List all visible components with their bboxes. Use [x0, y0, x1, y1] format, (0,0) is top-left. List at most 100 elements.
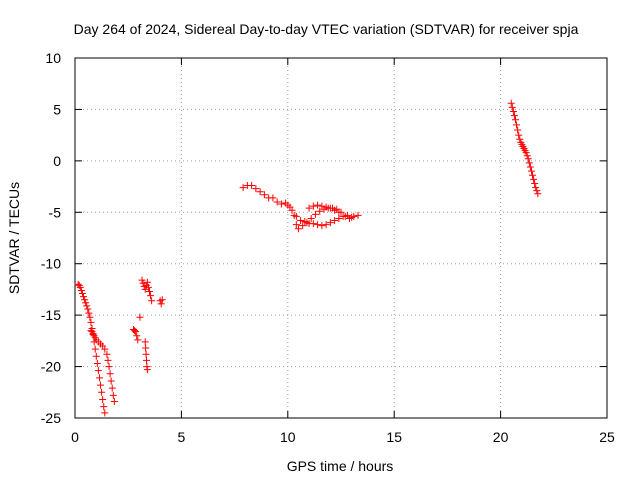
data-point [104, 356, 112, 364]
data-point [534, 190, 542, 198]
data-point [297, 217, 305, 225]
data-point [93, 359, 101, 367]
y-tick-label: -5 [49, 204, 62, 220]
data-point [299, 222, 307, 230]
data-point [318, 202, 326, 210]
data-point [335, 214, 343, 222]
data-point [98, 388, 106, 396]
data-point [142, 350, 150, 358]
data-point [331, 206, 339, 214]
data-point [301, 218, 309, 226]
data-point [524, 155, 532, 163]
data-point [343, 211, 351, 219]
data-point [131, 327, 139, 335]
data-point [348, 213, 356, 221]
data-point [530, 175, 538, 183]
data-point [277, 200, 285, 208]
data-point [85, 309, 93, 317]
y-tick-label: -20 [41, 359, 61, 375]
data-point [78, 290, 86, 298]
data-point [531, 179, 539, 187]
y-tick-label: 10 [45, 50, 61, 66]
x-tick-label: 25 [599, 429, 615, 445]
x-axis-label: GPS time / hours [287, 458, 394, 474]
data-point [284, 201, 292, 209]
data-point [87, 318, 95, 326]
data-point [99, 395, 107, 403]
y-axis-label: SDTVAR / TECUs [6, 182, 22, 294]
data-point [309, 202, 317, 210]
data-point [305, 204, 313, 212]
chart-title: Day 264 of 2024, Sidereal Day-to-day VTE… [74, 21, 579, 37]
data-point [106, 370, 114, 378]
data-point [326, 204, 334, 212]
data-point [269, 194, 277, 202]
data-point [513, 121, 521, 129]
data-point [525, 159, 533, 167]
y-tick-label: -10 [41, 256, 61, 272]
data-point [148, 297, 156, 305]
data-point [507, 99, 515, 107]
y-tick-label: 0 [53, 153, 61, 169]
data-point [86, 313, 94, 321]
data-point [527, 167, 535, 175]
data-point [110, 398, 118, 406]
data-point [509, 107, 517, 115]
data-point [95, 374, 103, 382]
data-point [532, 184, 540, 192]
data-point [83, 302, 91, 310]
data-point [158, 296, 166, 304]
data-point [322, 203, 330, 211]
x-tick-label: 5 [178, 429, 186, 445]
data-point [143, 278, 151, 286]
data-point [314, 221, 322, 229]
data-points [74, 99, 542, 417]
data-point [273, 198, 281, 206]
data-point [335, 208, 343, 216]
data-point [522, 149, 530, 157]
data-point [84, 305, 92, 313]
x-tick-label: 20 [493, 429, 509, 445]
data-point [292, 221, 300, 229]
data-point [145, 287, 153, 295]
x-axis-tick-labels: 0 5 10 15 20 25 [71, 429, 615, 445]
data-point [354, 211, 362, 219]
data-point [138, 276, 146, 284]
data-point [103, 350, 111, 358]
data-point [147, 292, 155, 300]
data-point [256, 188, 264, 196]
x-tick-label: 15 [386, 429, 402, 445]
data-point [314, 201, 322, 209]
data-point [331, 217, 339, 225]
y-axis-tick-labels: -25 -20 -15 -10 -5 0 5 10 [41, 50, 61, 426]
data-point [514, 126, 522, 134]
data-point [523, 152, 531, 160]
data-point [260, 191, 268, 199]
data-point [81, 296, 89, 304]
data-point [100, 403, 108, 411]
data-point [133, 332, 141, 340]
data-point [510, 112, 518, 120]
data-point [307, 214, 315, 222]
data-point [316, 207, 324, 215]
plot-frame [74, 57, 608, 419]
data-point [292, 212, 300, 220]
x-tick-label: 0 [71, 429, 79, 445]
data-point [326, 219, 334, 227]
data-point [508, 103, 516, 111]
data-point [92, 352, 100, 360]
data-point [77, 286, 85, 294]
data-point [311, 210, 319, 218]
axis-ticks [74, 57, 608, 419]
data-point [105, 363, 113, 371]
data-point [288, 206, 296, 214]
data-point [322, 221, 330, 229]
data-point [252, 185, 260, 193]
data-point [248, 182, 256, 190]
data-point [143, 356, 151, 364]
data-point [101, 409, 109, 417]
data-point [134, 336, 142, 344]
data-point [80, 293, 88, 301]
data-point [76, 283, 84, 291]
